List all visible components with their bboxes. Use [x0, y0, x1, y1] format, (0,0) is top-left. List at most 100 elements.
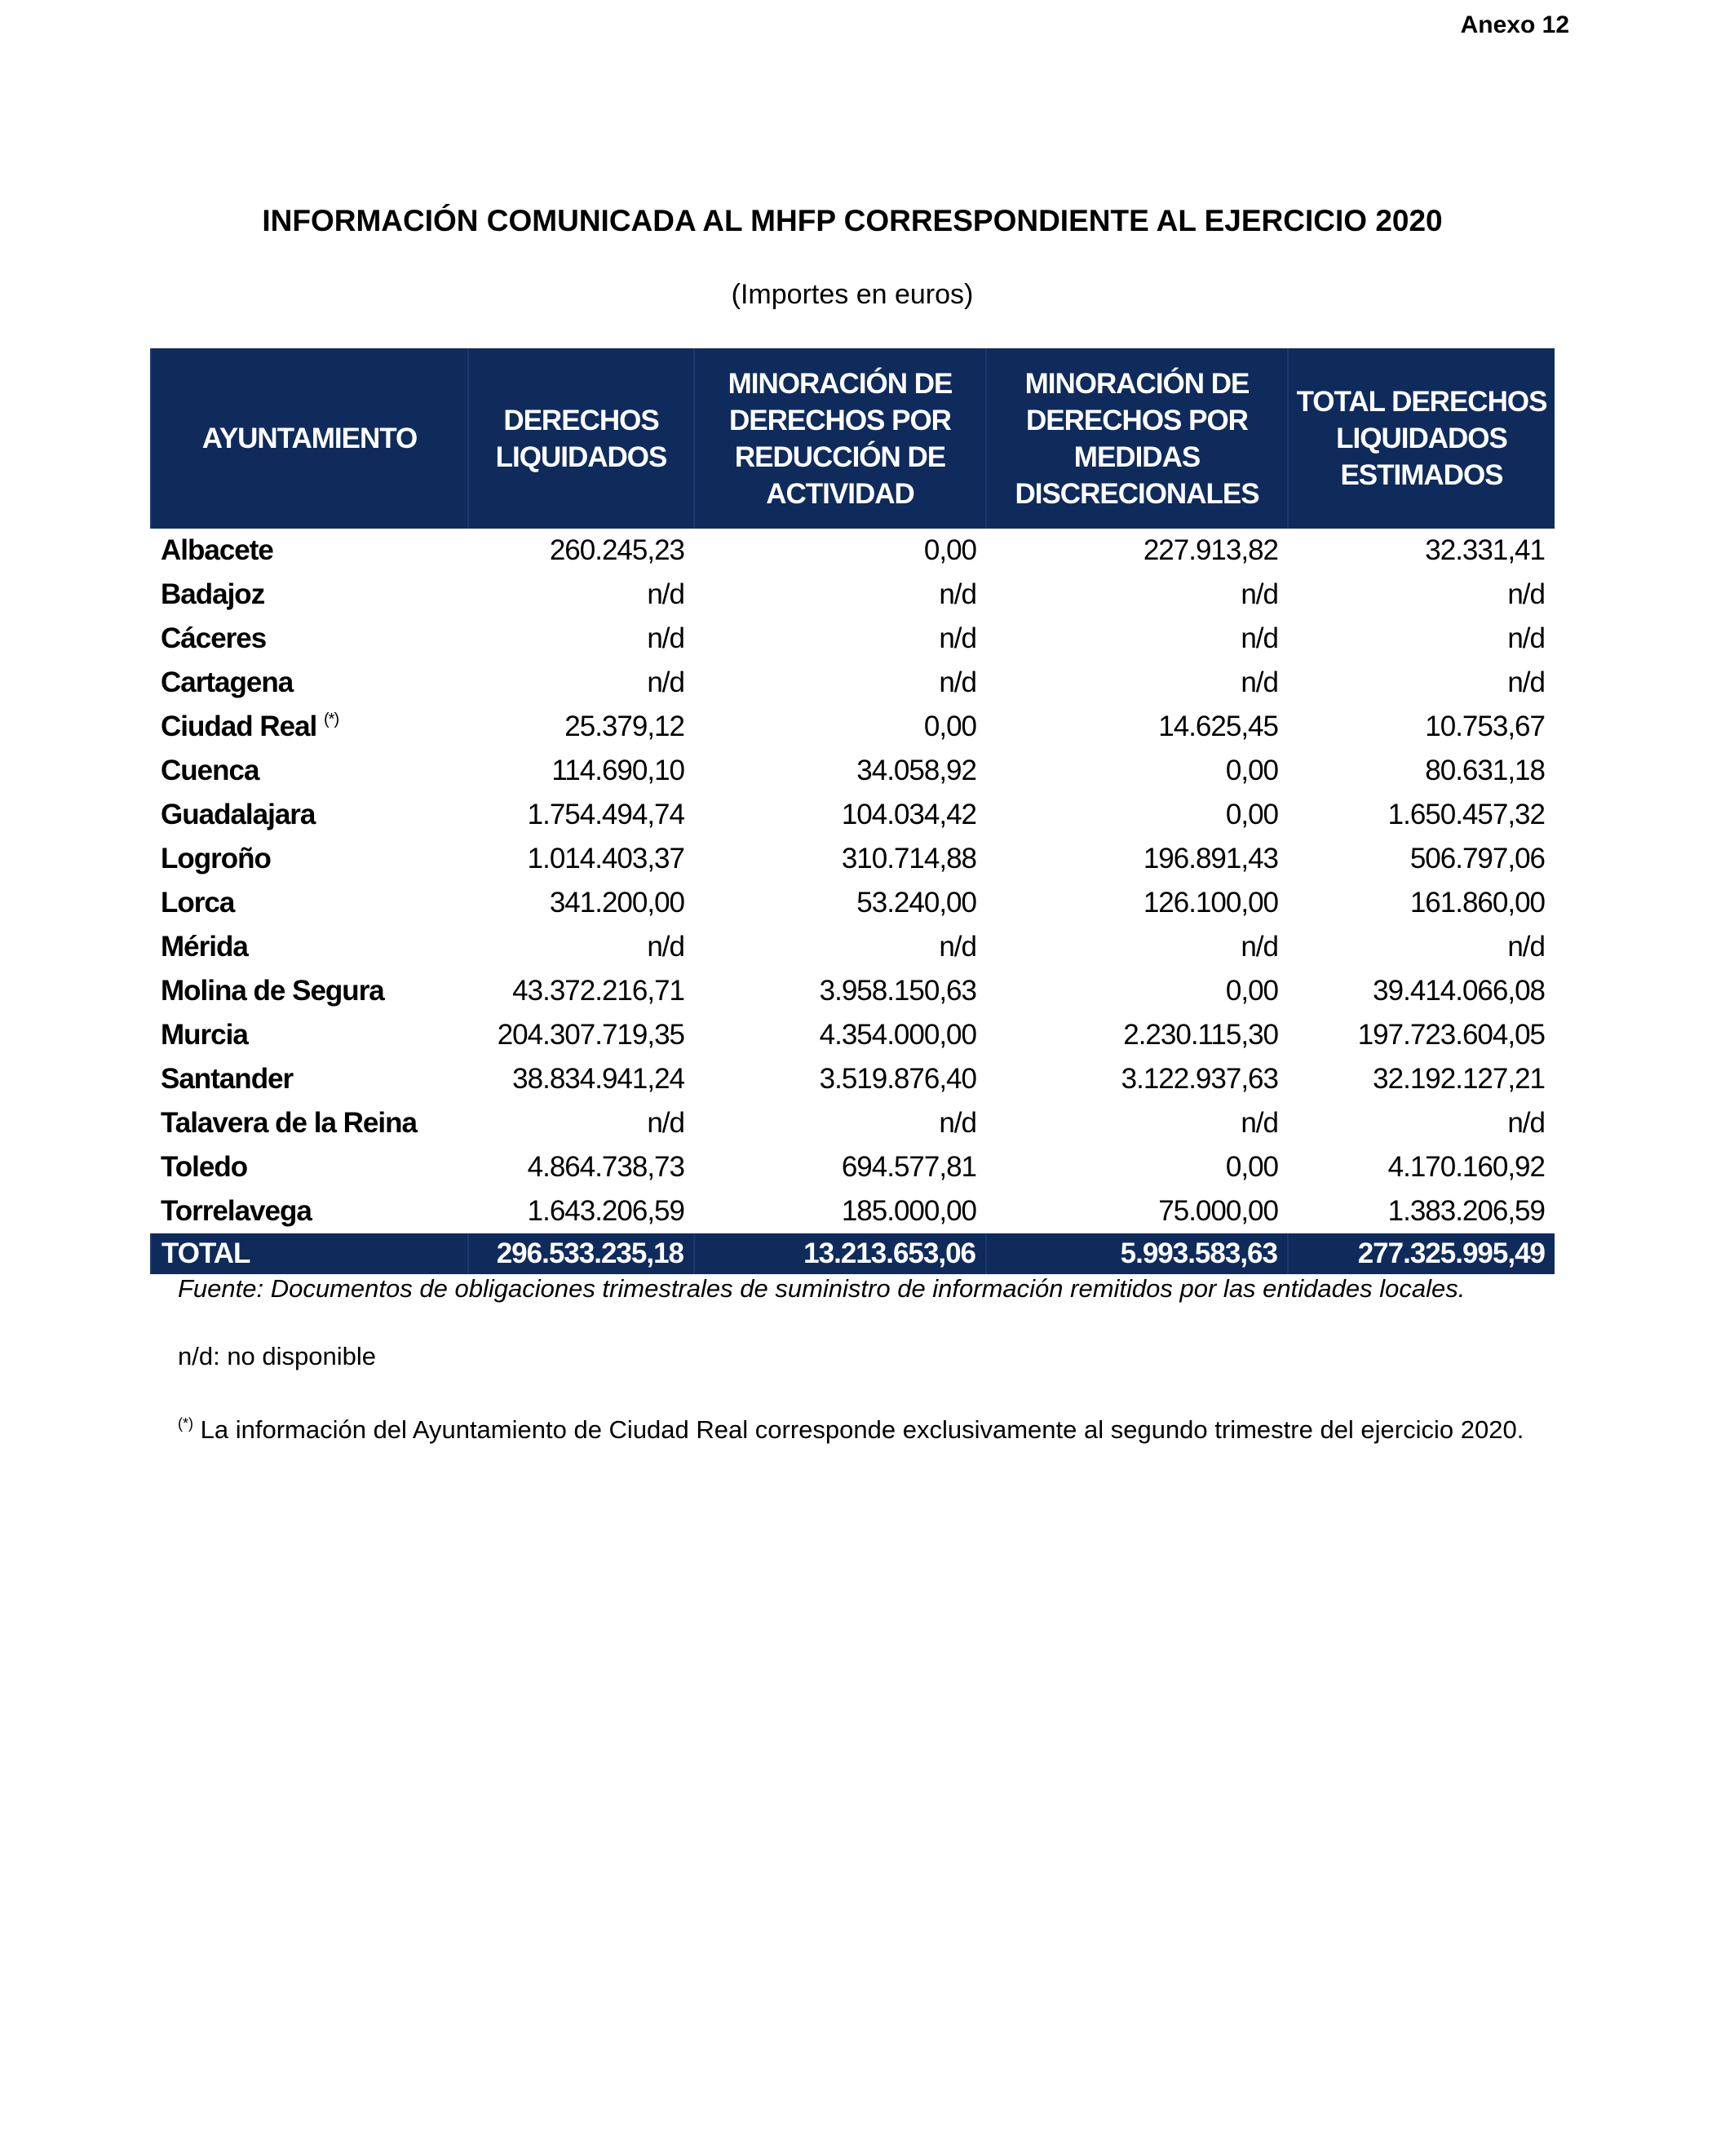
value-cell: 1.014.403,37	[527, 843, 685, 874]
value-cell: 0,00	[923, 534, 977, 566]
row-name: Cáceres	[161, 622, 267, 654]
value-cell: 3.122.937,63	[1121, 1063, 1279, 1095]
value-cell: 4.170.160,92	[1387, 1151, 1546, 1183]
value-cell: n/d	[939, 931, 977, 963]
row-name-cell: Molina de Segura	[151, 969, 468, 1013]
table-row: Santander 38.834.941,24 3.519.876,40 3.122.…	[151, 1057, 1555, 1101]
value-cell: 114.690,10	[551, 755, 685, 786]
value-cell: n/d	[647, 1107, 685, 1139]
row-name-cell: Mérida	[151, 925, 468, 969]
value-cell: n/d	[939, 666, 977, 698]
subtitle: (Importes en euros)	[731, 279, 974, 310]
value-cell: 1.754.494,74	[527, 799, 685, 830]
column-header: TOTAL DERECHOS LIQUIDADOS ESTIMADOS	[1287, 348, 1555, 529]
value-cell: 196.891,43	[1143, 843, 1279, 874]
source-note: Fuente: Documentos de obligaciones trime…	[178, 1274, 1466, 1303]
value-cell: n/d	[1241, 622, 1279, 654]
table-row: Logroño 1.014.403,37 310.714,88 196.891,43 5…	[151, 837, 1555, 881]
row-name: Badajoz	[161, 578, 265, 610]
value-cell: n/d	[1507, 622, 1546, 654]
value-cell: n/d	[1241, 666, 1279, 698]
value-cell: n/d	[647, 578, 685, 610]
row-name: Albacete	[161, 534, 274, 566]
value-cell: 2.230.115,30	[1123, 1019, 1279, 1051]
table-row: Mérida n/d n/d n/d n/d	[151, 925, 1555, 969]
table-row: Cuenca 114.690,10 34.058,92 0,00 80.631,18	[151, 749, 1555, 793]
value-cell: 204.307.719,35	[497, 1019, 685, 1051]
table-row: Molina de Segura 43.372.216,71 3.958.150,6…	[151, 969, 1555, 1013]
data-table: AYUNTAMIENTO DERECHOS LIQUIDADOS MINORACIÓ…	[150, 348, 1555, 1274]
table-row: Ciudad Real (*) 25.379,12 0,00 14.625,45 10.…	[151, 705, 1555, 749]
row-name-cell: Badajoz	[151, 573, 468, 617]
value-cell: 1.383.206,59	[1387, 1195, 1546, 1227]
row-name-cell: Cáceres	[151, 617, 468, 661]
value-cell: n/d	[1241, 578, 1279, 610]
row-name: Murcia	[161, 1019, 249, 1051]
value-cell: 25.379,12	[564, 711, 685, 742]
title: INFORMACIÓN COMUNICADA AL MHFP CORRESPON…	[262, 204, 1443, 237]
footnote: (*) La información del Ayuntamiento de C…	[178, 1407, 1567, 1446]
value-cell: 1.650.457,32	[1387, 799, 1546, 830]
row-name: Molina de Segura	[161, 975, 385, 1007]
value-cell: 0,00	[1225, 755, 1279, 786]
value-cell: n/d	[647, 622, 685, 654]
row-name: Torrelavega	[161, 1195, 312, 1227]
table-row: Guadalajara 1.754.494,74 104.034,42 0,00 1.6…	[151, 793, 1555, 837]
value-cell: 14.625,45	[1158, 711, 1279, 742]
row-name-cell: Torrelavega	[151, 1189, 468, 1233]
nd-note: n/d: no disponible	[178, 1342, 377, 1370]
value-cell: n/d	[939, 1107, 977, 1139]
value-cell: 260.245,23	[549, 534, 685, 566]
value-cell: 0,00	[1225, 799, 1279, 830]
value-cell: 32.192.127,21	[1373, 1063, 1546, 1095]
row-name-cell: Talavera de la Reina	[151, 1101, 468, 1145]
value-cell: 3.958.150,63	[819, 975, 977, 1007]
annex-label: Anexo 12	[1460, 11, 1569, 38]
value-cell: 506.797,06	[1409, 843, 1546, 874]
total-row: TOTAL 296.533.235,18 13.213.653,06 5.993.58…	[150, 1233, 1555, 1274]
value-cell: 4.354.000,00	[819, 1019, 977, 1051]
value-cell: n/d	[1507, 578, 1546, 610]
row-name-cell: Ciudad Real (*)	[151, 705, 468, 749]
row-name-cell: Albacete	[151, 529, 468, 573]
row-mark: (*)	[324, 711, 339, 728]
row-name-cell: Lorca	[151, 881, 468, 925]
value-cell: n/d	[1507, 666, 1546, 698]
value-cell: 43.372.216,71	[512, 975, 685, 1007]
value-cell: 0,00	[923, 711, 977, 742]
value-cell: 126.100,00	[1143, 887, 1279, 919]
table-row: Torrelavega 1.643.206,59 185.000,00 75.000,…	[151, 1189, 1555, 1233]
row-name: Toledo	[161, 1151, 248, 1183]
row-name: Mérida	[161, 931, 249, 963]
value-cell: n/d	[647, 931, 685, 963]
total-cell: 5.993.583,63	[985, 1233, 1288, 1274]
row-name: Ciudad Real	[161, 711, 317, 742]
value-cell: 0,00	[1225, 1151, 1279, 1183]
value-cell: 80.631,18	[1425, 755, 1546, 786]
row-name-cell: Murcia	[151, 1013, 468, 1057]
value-cell: n/d	[647, 666, 685, 698]
value-cell: 1.643.206,59	[527, 1195, 685, 1227]
row-name-cell: Santander	[151, 1057, 468, 1101]
footnote-mark: (*)	[178, 1415, 193, 1432]
value-cell: 39.414.066,08	[1373, 975, 1546, 1007]
value-cell: 104.034,42	[841, 799, 977, 830]
table-row: Talavera de la Reina n/d n/d n/d n/d	[151, 1101, 1555, 1145]
table-row: Cartagena n/d n/d n/d n/d	[151, 661, 1555, 705]
value-cell: 227.913,82	[1143, 534, 1279, 566]
column-header: DERECHOS LIQUIDADOS	[467, 348, 694, 529]
value-cell: 185.000,00	[841, 1195, 977, 1227]
value-cell: 4.864.738,73	[527, 1151, 685, 1183]
value-cell: n/d	[1507, 1107, 1546, 1139]
row-name: Logroño	[161, 843, 272, 874]
value-cell: 38.834.941,24	[512, 1063, 685, 1095]
row-name-cell: Guadalajara	[151, 793, 468, 837]
row-name: Cuenca	[161, 755, 259, 786]
value-cell: 197.723.604,05	[1357, 1019, 1546, 1051]
value-cell: 75.000,00	[1158, 1195, 1279, 1227]
total-cell: 13.213.653,06	[693, 1233, 986, 1274]
value-cell: n/d	[1507, 931, 1546, 963]
total-cell: 277.325.995,49	[1287, 1233, 1555, 1274]
value-cell: 161.860,00	[1409, 887, 1546, 919]
table-row: Murcia 204.307.719,35 4.354.000,00 2.230.11…	[151, 1013, 1555, 1057]
